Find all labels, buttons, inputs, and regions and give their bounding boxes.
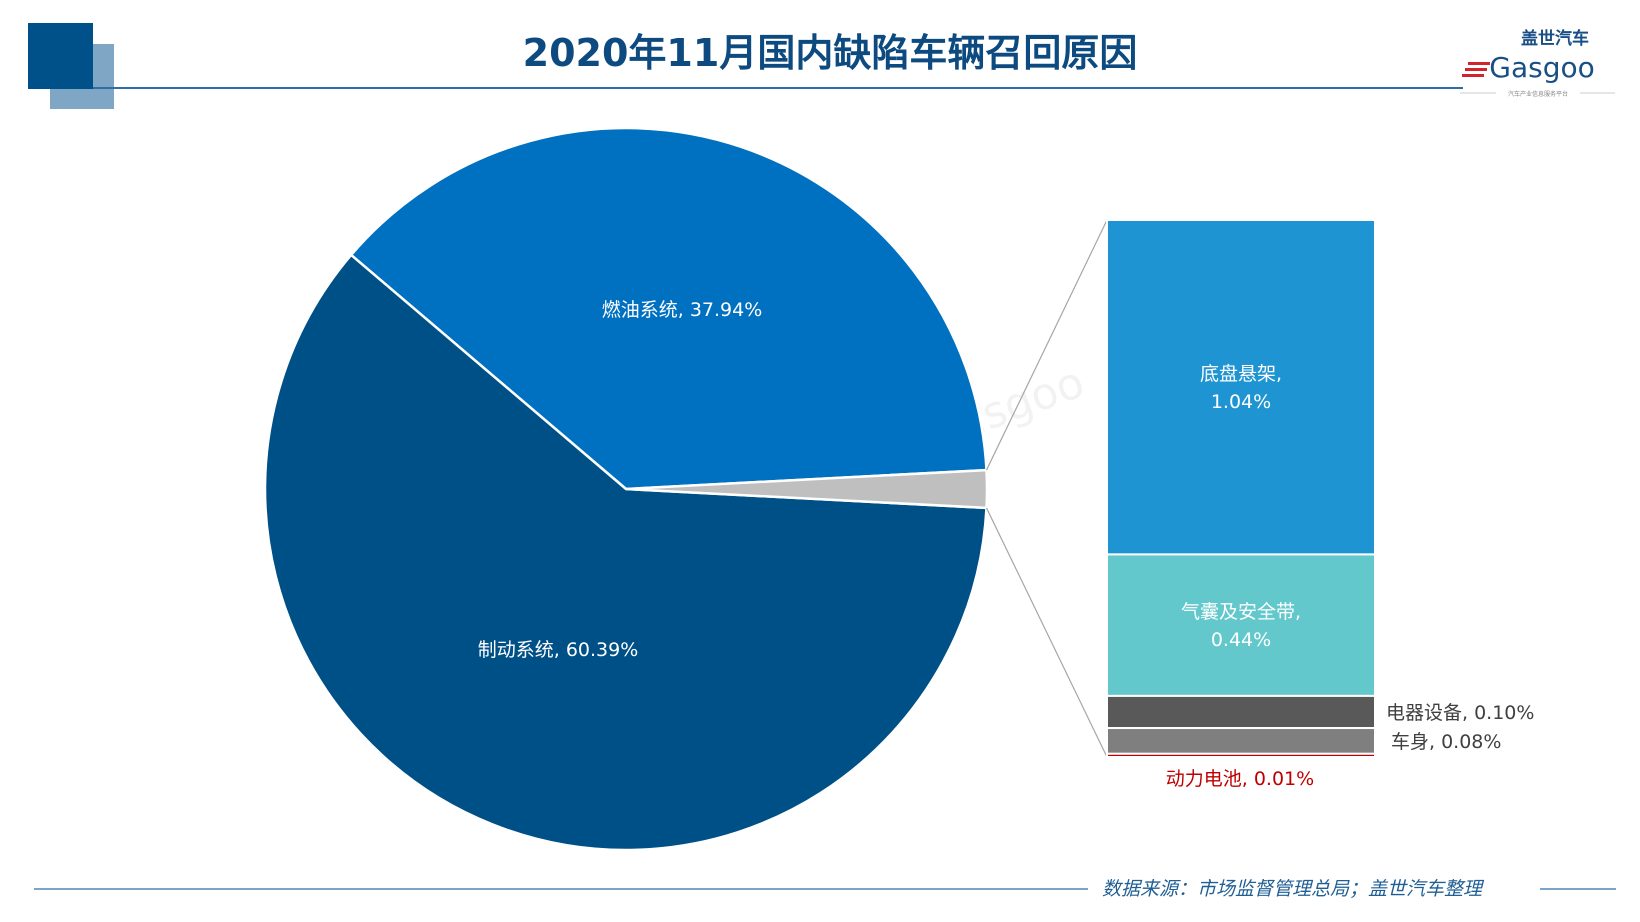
connector-line-bottom (985, 507, 1108, 758)
page-title: 2020年11月国内缺陷车辆召回原因 (523, 31, 1138, 75)
pie-label-fuel-system: 燃油系统, 37.94% (602, 299, 763, 321)
bar-segment-power-battery (1106, 752, 1376, 758)
bar-segment-electrical-equipment (1106, 694, 1376, 730)
logo-cn: 盖世汽车 (1521, 28, 1589, 49)
header-square-dark (28, 23, 93, 89)
logo-en: Gasgoo (1489, 51, 1594, 84)
source-note: 数据来源：市场监督管理总局；盖世汽车整理 (1102, 878, 1485, 900)
bar-segment-chassis-suspension (1106, 219, 1376, 556)
bar-segment-body (1106, 727, 1376, 755)
pie-slice-brake-system (263, 253, 988, 852)
logo-tagline: 汽车产业信息服务平台 (1508, 90, 1568, 98)
bar-label-electrical-equipment: 电器设备, 0.10% (1386, 702, 1534, 724)
bar-label-chassis-suspension: 底盘悬架, (1200, 363, 1282, 385)
bar-label-airbag-seatbelt: 气囊及安全带, (1181, 601, 1301, 623)
bar-value-airbag-seatbelt: 0.44% (1211, 629, 1271, 651)
pie-slice-fuel-system (349, 126, 988, 491)
breakdown-bars: 底盘悬架, 1.04% 气囊及安全带, 0.44% 电器设备, 0.10% 车身, 0.0… (985, 219, 1534, 790)
bar-value-chassis-suspension: 1.04% (1211, 391, 1271, 413)
pie: 燃油系统, 37.94% 制动系统, 60.39% (263, 126, 989, 852)
gasgoo-logo: 盖世汽车 Gasgoo 汽车产业信息服务平台 (1460, 28, 1615, 98)
connector-line-top (985, 219, 1108, 471)
pie-slice-other (625, 468, 989, 510)
bar-label-body: 车身, 0.08% (1391, 731, 1501, 753)
bar-label-power-battery: 动力电池, 0.01% (1166, 768, 1314, 790)
bar-segment-airbag-seatbelt (1106, 553, 1376, 697)
pie-label-brake-system: 制动系统, 60.39% (478, 639, 639, 661)
